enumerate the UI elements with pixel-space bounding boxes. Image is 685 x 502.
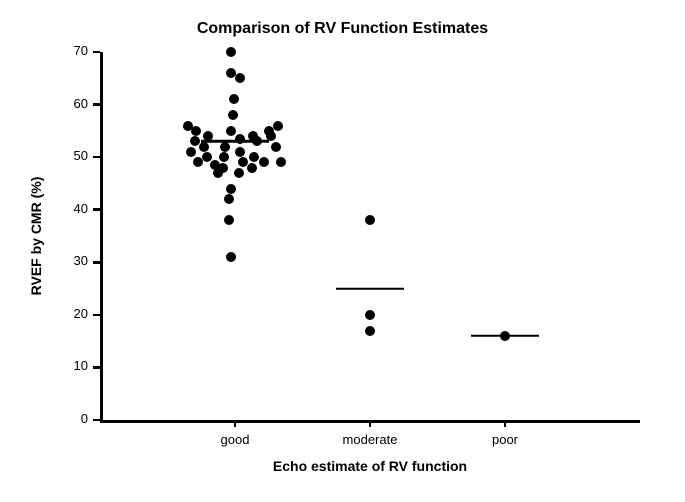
- data-point: [224, 194, 234, 204]
- y-tick: [93, 51, 100, 54]
- y-tick-label: 10: [56, 358, 88, 373]
- y-tick: [93, 208, 100, 211]
- x-tick-label: moderate: [320, 432, 420, 447]
- y-tick-label: 30: [56, 253, 88, 268]
- data-point: [190, 136, 200, 146]
- data-point: [259, 157, 269, 167]
- x-tick: [234, 420, 237, 427]
- data-point: [500, 331, 510, 341]
- y-tick-label: 60: [56, 96, 88, 111]
- y-tick: [93, 156, 100, 159]
- data-point: [249, 152, 259, 162]
- data-point: [365, 215, 375, 225]
- data-point: [273, 121, 283, 131]
- y-tick-label: 0: [56, 411, 88, 426]
- y-tick: [93, 103, 100, 106]
- data-point: [219, 152, 229, 162]
- x-tick-label: good: [185, 432, 285, 447]
- data-point: [229, 94, 239, 104]
- data-point: [235, 134, 245, 144]
- x-tick: [504, 420, 507, 427]
- chart-title: Comparison of RV Function Estimates: [0, 20, 685, 38]
- y-tick-label: 50: [56, 148, 88, 163]
- data-point: [226, 252, 236, 262]
- data-point: [224, 215, 234, 225]
- y-tick-label: 70: [56, 43, 88, 58]
- data-point: [226, 126, 236, 136]
- data-point: [226, 47, 236, 57]
- data-point: [191, 126, 201, 136]
- data-point: [228, 110, 238, 120]
- data-point: [247, 163, 257, 173]
- data-point: [226, 184, 236, 194]
- data-point: [220, 142, 230, 152]
- y-tick: [93, 261, 100, 264]
- chart-container: Comparison of RV Function Estimates Echo…: [0, 0, 685, 502]
- x-tick: [369, 420, 372, 427]
- data-point: [271, 142, 281, 152]
- data-point: [234, 168, 244, 178]
- y-tick-label: 20: [56, 306, 88, 321]
- data-point: [276, 157, 286, 167]
- data-point: [365, 310, 375, 320]
- y-tick-label: 40: [56, 201, 88, 216]
- y-tick: [93, 419, 100, 422]
- data-point: [203, 131, 213, 141]
- y-axis-label: RVEF by CMR (%): [28, 166, 44, 306]
- y-tick: [93, 314, 100, 317]
- x-axis-label: Echo estimate of RV function: [100, 458, 640, 474]
- x-tick-label: poor: [455, 432, 555, 447]
- data-point: [252, 136, 262, 146]
- data-point: [186, 147, 196, 157]
- data-point: [218, 163, 228, 173]
- data-point: [235, 147, 245, 157]
- data-point: [365, 326, 375, 336]
- mean-line: [336, 287, 404, 290]
- data-point: [266, 131, 276, 141]
- plot-area: [100, 52, 640, 420]
- data-point: [235, 73, 245, 83]
- y-tick: [93, 366, 100, 369]
- data-point: [199, 142, 209, 152]
- y-axis-line: [100, 52, 103, 423]
